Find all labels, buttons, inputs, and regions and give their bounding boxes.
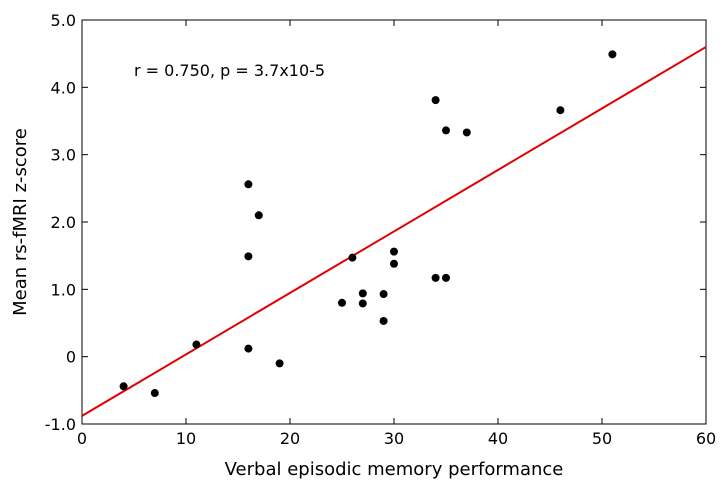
correlation-annotation: r = 0.750, p = 3.7x10-5 — [134, 61, 325, 80]
data-point — [390, 259, 398, 268]
y-tick-label: 0 — [66, 348, 76, 367]
data-point — [275, 359, 284, 368]
data-point — [379, 290, 388, 299]
data-point — [390, 247, 398, 256]
data-point — [244, 180, 253, 189]
x-axis-label: Verbal episodic memory performance — [225, 459, 564, 480]
data-point — [462, 128, 471, 137]
regression-line — [81, 46, 707, 417]
data-point — [338, 298, 346, 307]
data-point — [431, 273, 440, 282]
y-axis-label: Mean rs-fMRI z-score — [10, 128, 31, 316]
data-point — [348, 253, 357, 262]
data-point — [358, 289, 367, 298]
x-tick-label: 10 — [176, 429, 196, 448]
data-point — [192, 340, 201, 349]
y-tick-label: -1.0 — [45, 415, 76, 434]
y-tick-label: 1.0 — [51, 280, 76, 299]
x-tick-label: 50 — [592, 429, 612, 448]
y-tick-label: 5.0 — [51, 11, 76, 30]
x-tick-label: 60 — [696, 429, 716, 448]
data-point — [556, 106, 565, 115]
data-point — [431, 96, 440, 105]
x-tick-label: 20 — [280, 429, 300, 448]
data-point — [119, 382, 128, 391]
x-tick-label: 30 — [384, 429, 404, 448]
x-tick-label: 0 — [77, 429, 87, 448]
data-point — [254, 211, 263, 220]
data-point — [442, 273, 450, 282]
data-point — [150, 389, 159, 398]
data-point — [379, 316, 388, 325]
data-point — [358, 299, 367, 308]
data-point — [608, 50, 617, 59]
y-tick-label: 3.0 — [51, 146, 76, 165]
data-point — [244, 252, 253, 261]
plot-frame — [81, 19, 707, 425]
y-tick-label: 2.0 — [51, 213, 76, 232]
data-point — [442, 126, 450, 135]
x-tick-label: 40 — [488, 429, 508, 448]
y-tick-label: 4.0 — [51, 78, 76, 97]
data-point — [244, 344, 253, 353]
